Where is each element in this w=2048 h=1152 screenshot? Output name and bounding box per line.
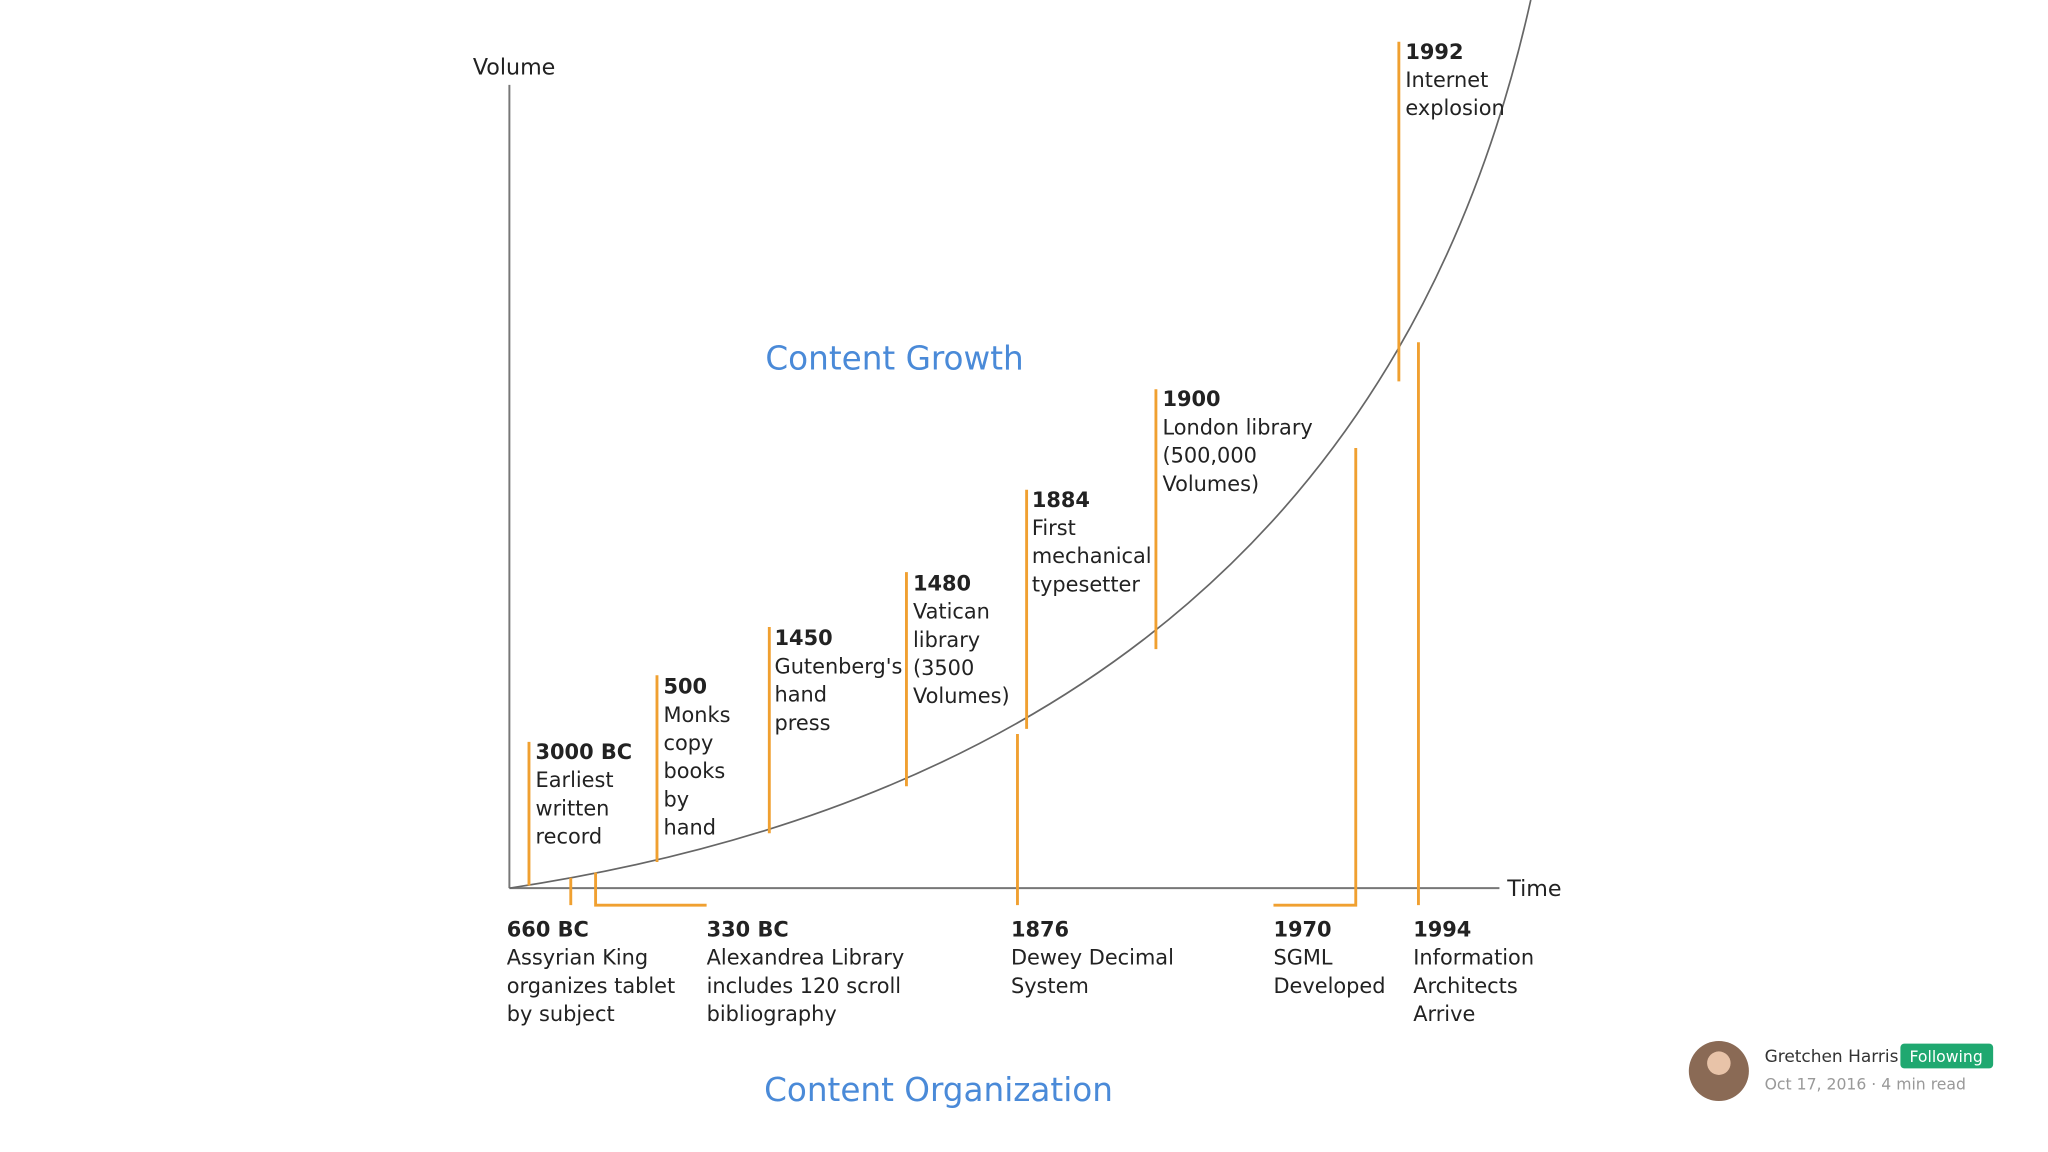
event-text: Volumes) bbox=[913, 684, 1010, 708]
event-text: (3500 bbox=[913, 656, 974, 680]
event-text: bibliography bbox=[707, 1002, 837, 1026]
event-year: 660 BC bbox=[507, 917, 589, 941]
event-text: library bbox=[913, 628, 980, 652]
event-year: 1884 bbox=[1032, 488, 1090, 512]
follow-badge-text[interactable]: Following bbox=[1909, 1047, 1982, 1066]
event-year: 1876 bbox=[1011, 917, 1069, 941]
event-text: Monks bbox=[664, 703, 731, 727]
event-text: SGML bbox=[1273, 946, 1332, 970]
event-year: 1480 bbox=[913, 571, 971, 595]
event-text: Gutenberg's bbox=[775, 654, 903, 678]
growth-title: Content Growth bbox=[765, 340, 1023, 378]
author-name[interactable]: Gretchen Harris bbox=[1765, 1047, 1899, 1067]
event-text: copy bbox=[664, 731, 714, 755]
organization-title: Content Organization bbox=[764, 1071, 1113, 1109]
event-text: Assyrian King bbox=[507, 946, 648, 970]
event-text: organizes tablet bbox=[507, 974, 675, 998]
event-text: Alexandrea Library bbox=[707, 946, 905, 970]
event-text: press bbox=[775, 711, 831, 735]
event-text: London library bbox=[1162, 415, 1312, 439]
lower-markers bbox=[569, 342, 1420, 907]
event-year: 1900 bbox=[1162, 387, 1220, 411]
event-year: 3000 BC bbox=[536, 740, 633, 764]
event-text: typesetter bbox=[1032, 572, 1141, 596]
event-text: includes 120 scroll bbox=[707, 974, 901, 998]
timeline-markers bbox=[527, 41, 1420, 907]
event-text: hand bbox=[664, 816, 717, 840]
event-text: mechanical bbox=[1032, 544, 1152, 568]
event-text: Earliest bbox=[536, 768, 614, 792]
event-year: 1994 bbox=[1413, 917, 1471, 941]
growth-curve bbox=[509, 0, 1532, 890]
event-year: 1450 bbox=[775, 626, 833, 650]
event-text: explosion bbox=[1405, 96, 1504, 120]
event-text: Information bbox=[1413, 946, 1534, 970]
event-text: by bbox=[664, 787, 690, 811]
event-text: Developed bbox=[1273, 974, 1385, 998]
event-text: Volumes) bbox=[1162, 472, 1259, 496]
event-year: 330 BC bbox=[707, 917, 789, 941]
event-text: Internet bbox=[1405, 68, 1488, 92]
event-text: Architects bbox=[1413, 974, 1517, 998]
author-meta: Oct 17, 2016 · 4 min read bbox=[1765, 1074, 1966, 1093]
event-text: Vatican bbox=[913, 600, 990, 624]
event-text: record bbox=[536, 824, 603, 848]
follow-badge[interactable] bbox=[1900, 1043, 1994, 1069]
event-text: (500,000 bbox=[1162, 444, 1256, 468]
event-text: Arrive bbox=[1413, 1002, 1475, 1026]
event-year: 1970 bbox=[1273, 917, 1331, 941]
event-text: written bbox=[536, 796, 610, 820]
avatar-face bbox=[1707, 1051, 1731, 1075]
event-text: by subject bbox=[507, 1002, 615, 1026]
event-text: Dewey Decimal bbox=[1011, 946, 1174, 970]
event-text: First bbox=[1032, 516, 1076, 540]
event-year: 500 bbox=[664, 675, 708, 699]
event-text: hand bbox=[775, 683, 828, 707]
event-text: books bbox=[664, 759, 726, 783]
y-axis-label: Volume bbox=[473, 54, 556, 80]
x-axis-label: Time bbox=[1506, 876, 1561, 902]
event-year: 1992 bbox=[1405, 40, 1463, 64]
upper-markers bbox=[527, 41, 1401, 886]
event-text: System bbox=[1011, 974, 1089, 998]
